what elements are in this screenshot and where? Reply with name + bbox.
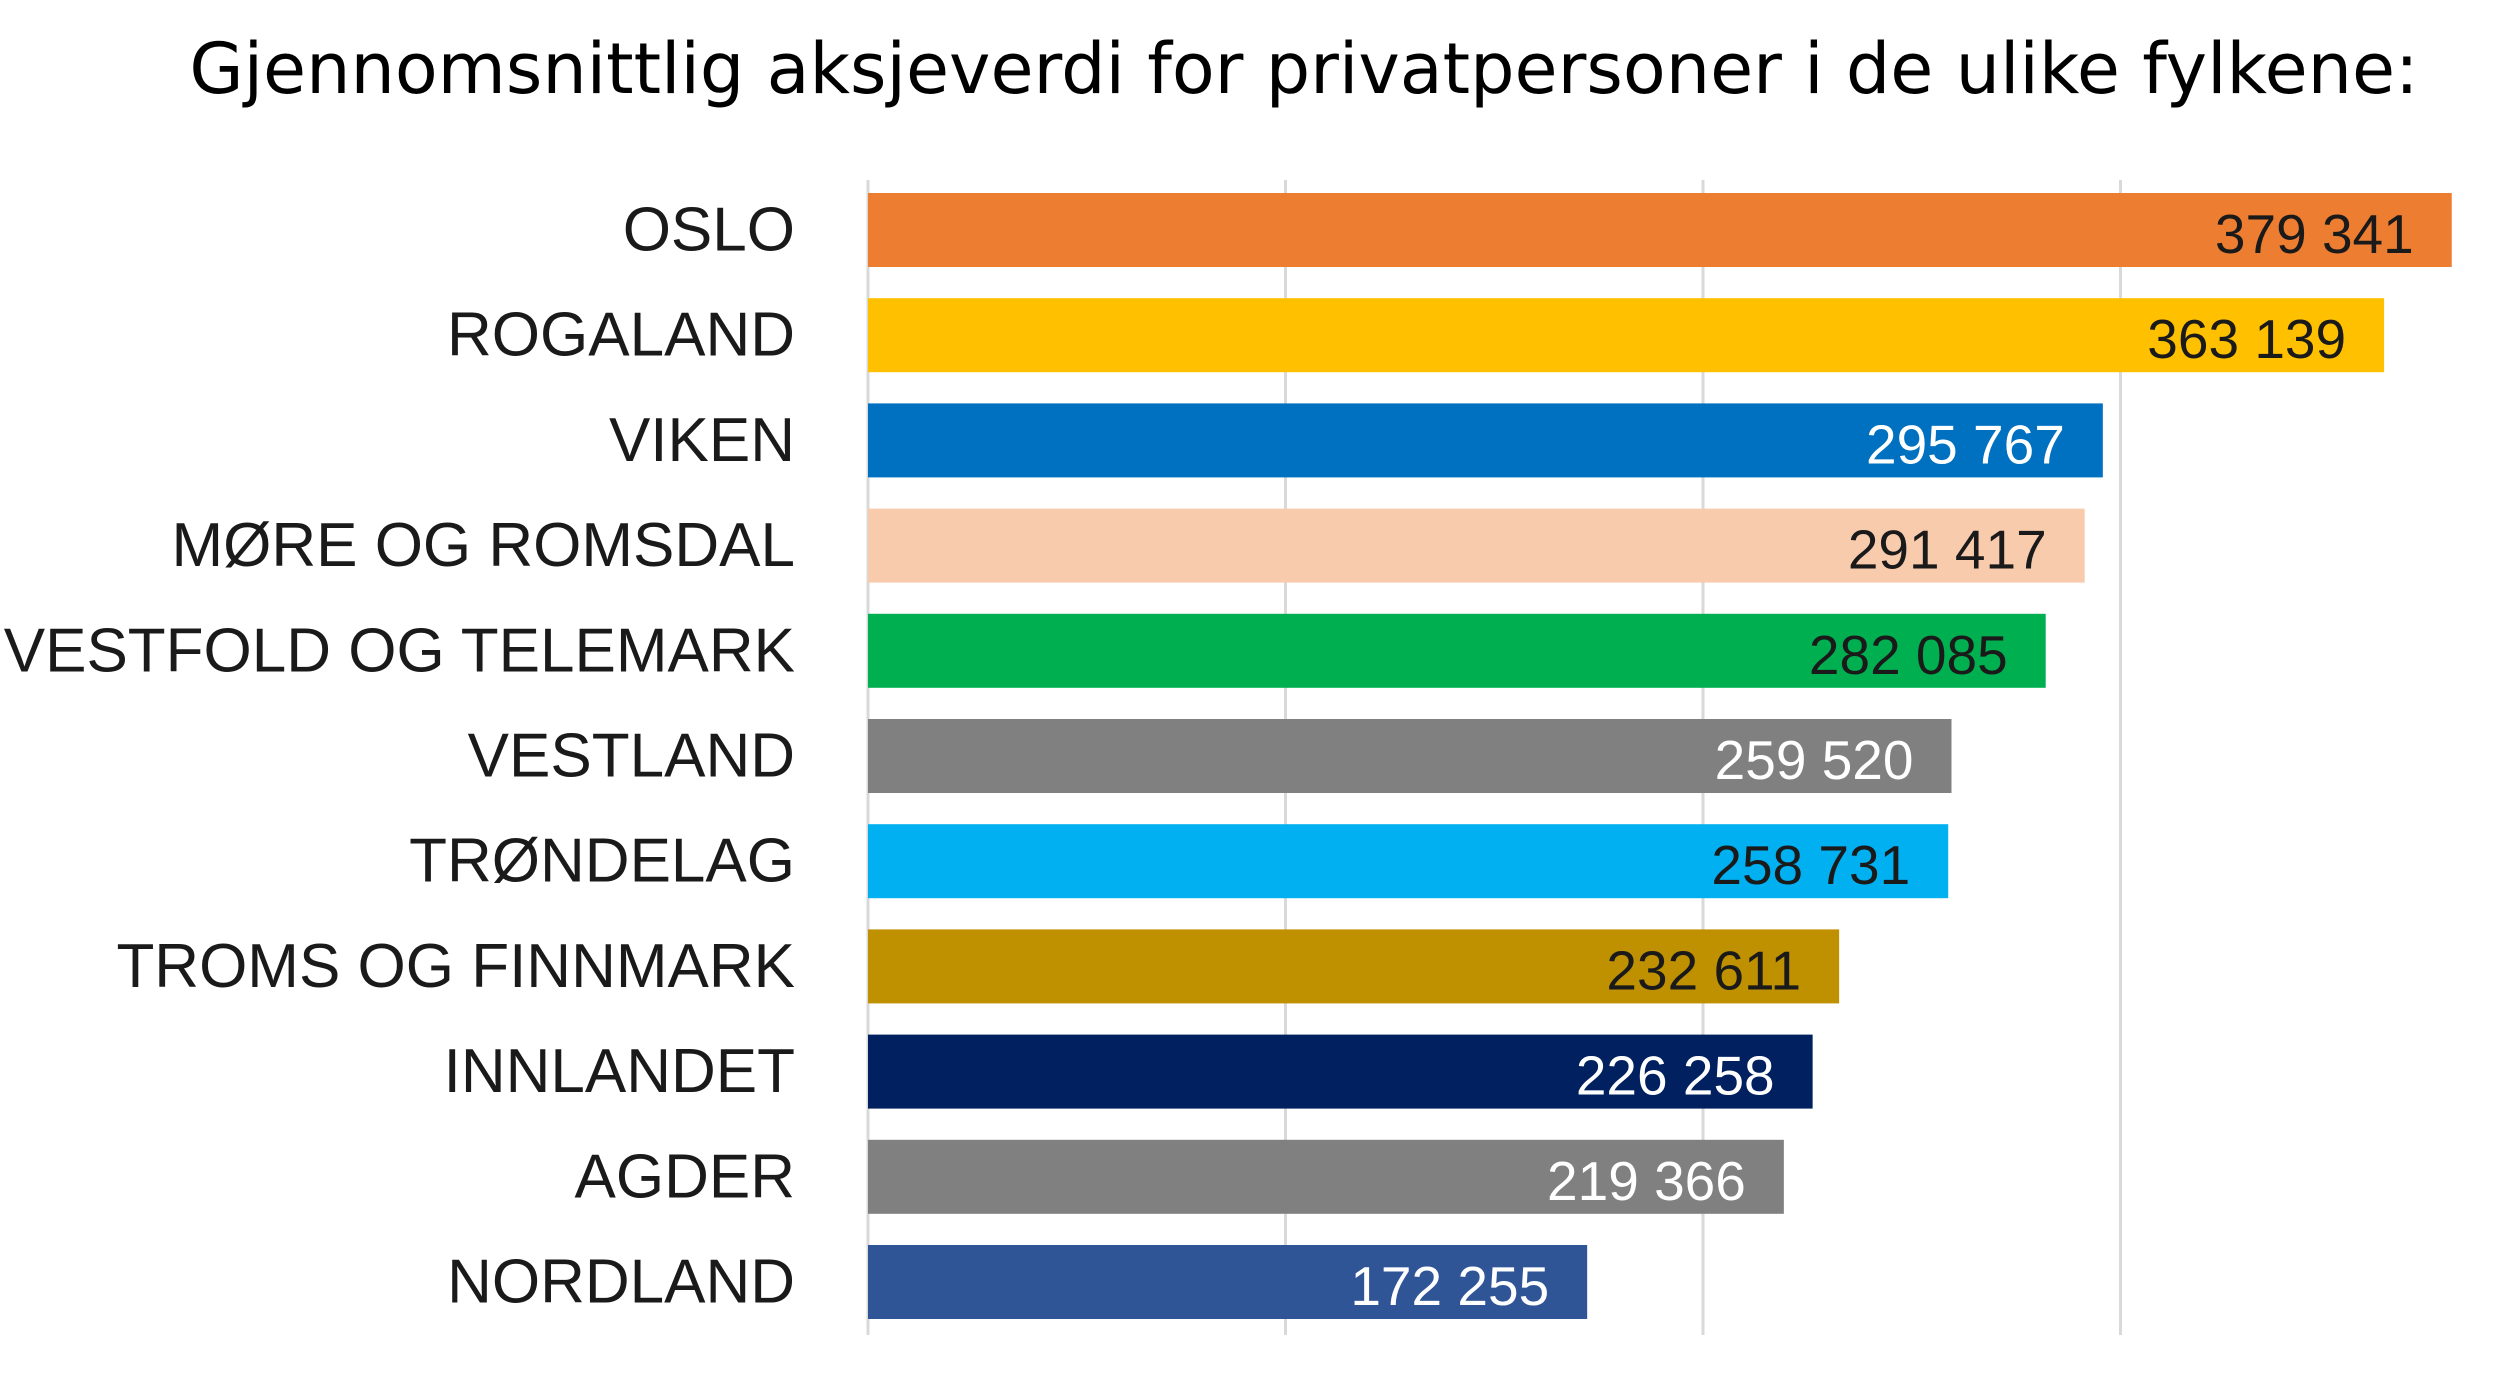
value-labels: 379 341 363 139 295 767 291 417 282 085 259 5…: [1350, 203, 2413, 1317]
data-label: 172 255: [1350, 1255, 1549, 1317]
category-label: INNLANDET: [444, 1037, 795, 1106]
bar-11: [868, 1245, 1588, 1319]
bar-10: [868, 1139, 1784, 1214]
data-label: 226 258: [1576, 1045, 1775, 1107]
bar-9: [868, 1034, 1813, 1109]
bars: [868, 193, 2452, 1319]
bar-3: [868, 403, 2103, 478]
category-label: ROGALAND: [447, 301, 795, 370]
category-label: AGDER: [575, 1142, 795, 1211]
data-label: 379 341: [2215, 203, 2414, 265]
bar-2: [868, 298, 2385, 373]
category-label: TROMS OG FINNMARK: [116, 932, 795, 1001]
chart-title: Gjennomsnittlig aksjeverdi for privatper…: [189, 28, 2419, 110]
bar-7: [868, 824, 1949, 899]
data-label: 258 731: [1711, 834, 1910, 896]
bar-6: [868, 719, 1952, 793]
bar-5: [868, 613, 2046, 688]
data-label: 219 366: [1547, 1150, 1746, 1212]
data-label: 232 611: [1606, 939, 1801, 1001]
data-label: 291 417: [1848, 519, 2047, 581]
data-label: 295 767: [1866, 413, 2065, 475]
category-label: VIKEN: [609, 406, 795, 475]
category-label: VESTFOLD OG TELEMARK: [4, 616, 795, 685]
category-labels: OSLO ROGALAND VIKEN MØRE OG ROMSDAL VESTFOLD…: [4, 196, 795, 1317]
data-label: 282 085: [1809, 624, 2008, 686]
category-label: MØRE OG ROMSDAL: [171, 511, 795, 580]
bar-1: [868, 193, 2452, 267]
category-label: TRØNDELAG: [409, 827, 795, 896]
data-label: 363 139: [2147, 308, 2346, 370]
category-label: VESTLAND: [468, 722, 795, 791]
category-label: NORDLAND: [447, 1248, 795, 1317]
category-label: OSLO: [623, 196, 795, 265]
bar-8: [868, 929, 1840, 1004]
bar-4: [868, 508, 2085, 583]
data-label: 259 520: [1715, 729, 1914, 791]
